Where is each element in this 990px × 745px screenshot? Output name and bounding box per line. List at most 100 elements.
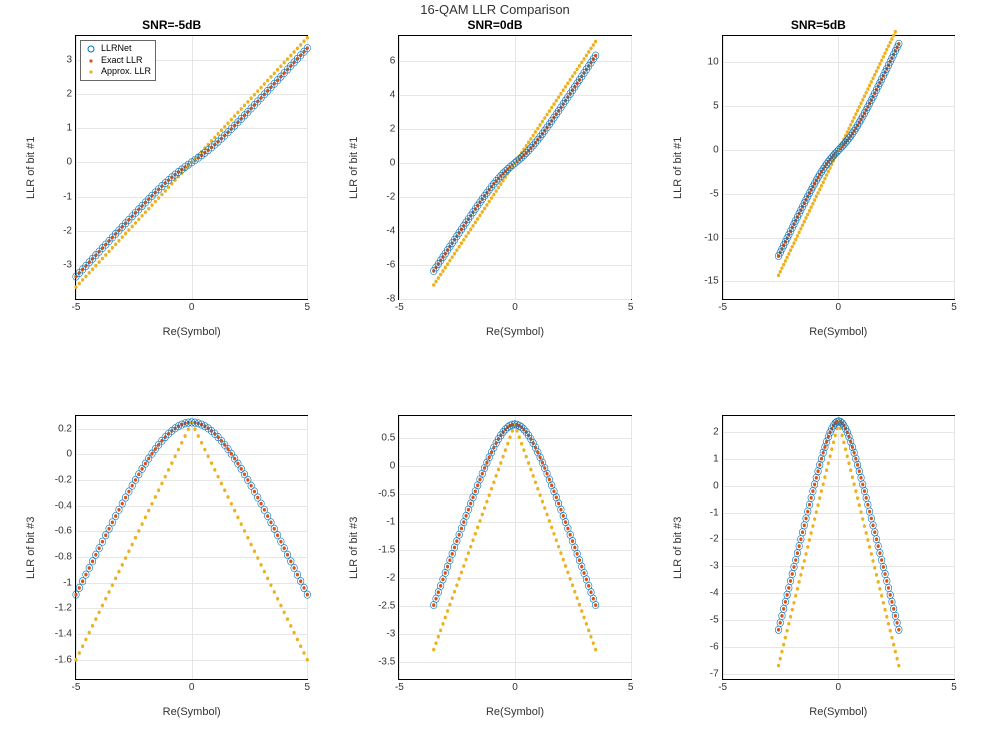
exact-marker [88, 566, 91, 570]
exact-marker [820, 457, 823, 461]
y-tick-label: 2 [66, 89, 72, 100]
approx-marker [432, 648, 435, 652]
approx-marker [790, 245, 793, 249]
exact-marker [578, 558, 581, 562]
approx-marker [881, 601, 884, 605]
approx-marker [890, 37, 893, 41]
exact-marker [94, 553, 97, 557]
approx-marker [564, 85, 567, 89]
exact-marker [804, 517, 807, 521]
exact-marker [263, 93, 266, 97]
approx-marker [811, 524, 814, 528]
approx-marker [861, 98, 864, 102]
approx-marker [821, 180, 824, 184]
y-tick-label: 2 [713, 427, 719, 438]
approx-marker [569, 78, 572, 82]
approx-marker [210, 461, 213, 465]
approx-marker [127, 549, 130, 553]
exact-marker [878, 551, 881, 555]
approx-marker [451, 596, 454, 600]
approx-marker [823, 475, 826, 479]
exact-marker [483, 466, 486, 470]
approx-marker [495, 189, 498, 193]
exact-marker [78, 586, 81, 590]
exact-marker [147, 197, 150, 201]
approx-marker [104, 253, 107, 257]
approx-marker [787, 252, 790, 256]
approx-marker [807, 538, 810, 542]
approx-marker [98, 610, 101, 614]
approx-marker [818, 496, 821, 500]
approx-marker [233, 509, 236, 513]
approx-marker [472, 538, 475, 542]
approx-marker [226, 121, 229, 125]
exact-marker [81, 268, 84, 272]
approx-marker [435, 280, 438, 284]
approx-marker [583, 616, 586, 620]
approx-marker [814, 195, 817, 199]
exact-marker [797, 544, 800, 548]
exact-marker [856, 463, 859, 467]
approx-marker [444, 266, 447, 270]
approx-marker [449, 259, 452, 263]
approx-marker [469, 545, 472, 549]
legend-swatch-icon [85, 57, 97, 65]
exact-marker [243, 114, 246, 118]
approx-marker [497, 468, 500, 472]
exact-marker [873, 530, 876, 534]
approx-marker [137, 218, 140, 222]
y-tick-label: -10 [704, 232, 718, 243]
approx-marker [546, 513, 549, 517]
approx-marker [233, 114, 236, 118]
exact-marker [546, 472, 549, 476]
plot-svg [399, 36, 630, 299]
plot-area: -15-10-50510-505 [722, 35, 955, 300]
approx-marker [539, 493, 542, 497]
approx-marker [578, 603, 581, 607]
approx-marker [134, 221, 137, 225]
approx-marker [486, 500, 489, 504]
approx-marker [170, 461, 173, 465]
approx-marker [789, 615, 792, 619]
x-tick-label: 0 [836, 682, 842, 693]
exact-marker [286, 553, 289, 557]
approx-marker [157, 488, 160, 492]
exact-marker [150, 194, 153, 198]
approx-marker [795, 234, 798, 238]
approx-marker [160, 193, 163, 197]
exact-marker [548, 478, 551, 482]
exact-marker [476, 483, 479, 487]
approx-marker [446, 609, 449, 613]
x-tick-label: -5 [72, 302, 81, 313]
exact-marker [883, 572, 886, 576]
approx-marker [266, 577, 269, 581]
exact-marker [439, 584, 442, 588]
exact-marker [574, 546, 577, 550]
approx-marker [451, 255, 454, 259]
approx-marker [269, 583, 272, 587]
approx-marker [871, 559, 874, 563]
y-tick-label: 0 [713, 480, 719, 491]
exact-marker [230, 127, 233, 131]
exact-marker [299, 579, 302, 583]
approx-marker [592, 43, 595, 47]
exact-marker [98, 546, 101, 550]
exact-marker [587, 584, 590, 588]
exact-marker [253, 490, 256, 494]
exact-marker [273, 527, 276, 531]
approx-marker [296, 638, 299, 642]
exact-marker [449, 558, 452, 562]
approx-marker [816, 503, 819, 507]
x-tick-label: 0 [512, 682, 518, 693]
y-tick-label: -0.4 [55, 500, 72, 511]
exact-marker [456, 539, 459, 543]
y-tick-label: 0 [66, 449, 72, 460]
exact-marker [111, 521, 114, 525]
approx-marker [442, 622, 445, 626]
exact-marker [104, 533, 107, 537]
exact-marker [236, 462, 239, 466]
exact-marker [795, 551, 798, 555]
approx-marker [131, 225, 134, 229]
approx-marker [883, 51, 886, 55]
approx-marker [88, 271, 91, 275]
